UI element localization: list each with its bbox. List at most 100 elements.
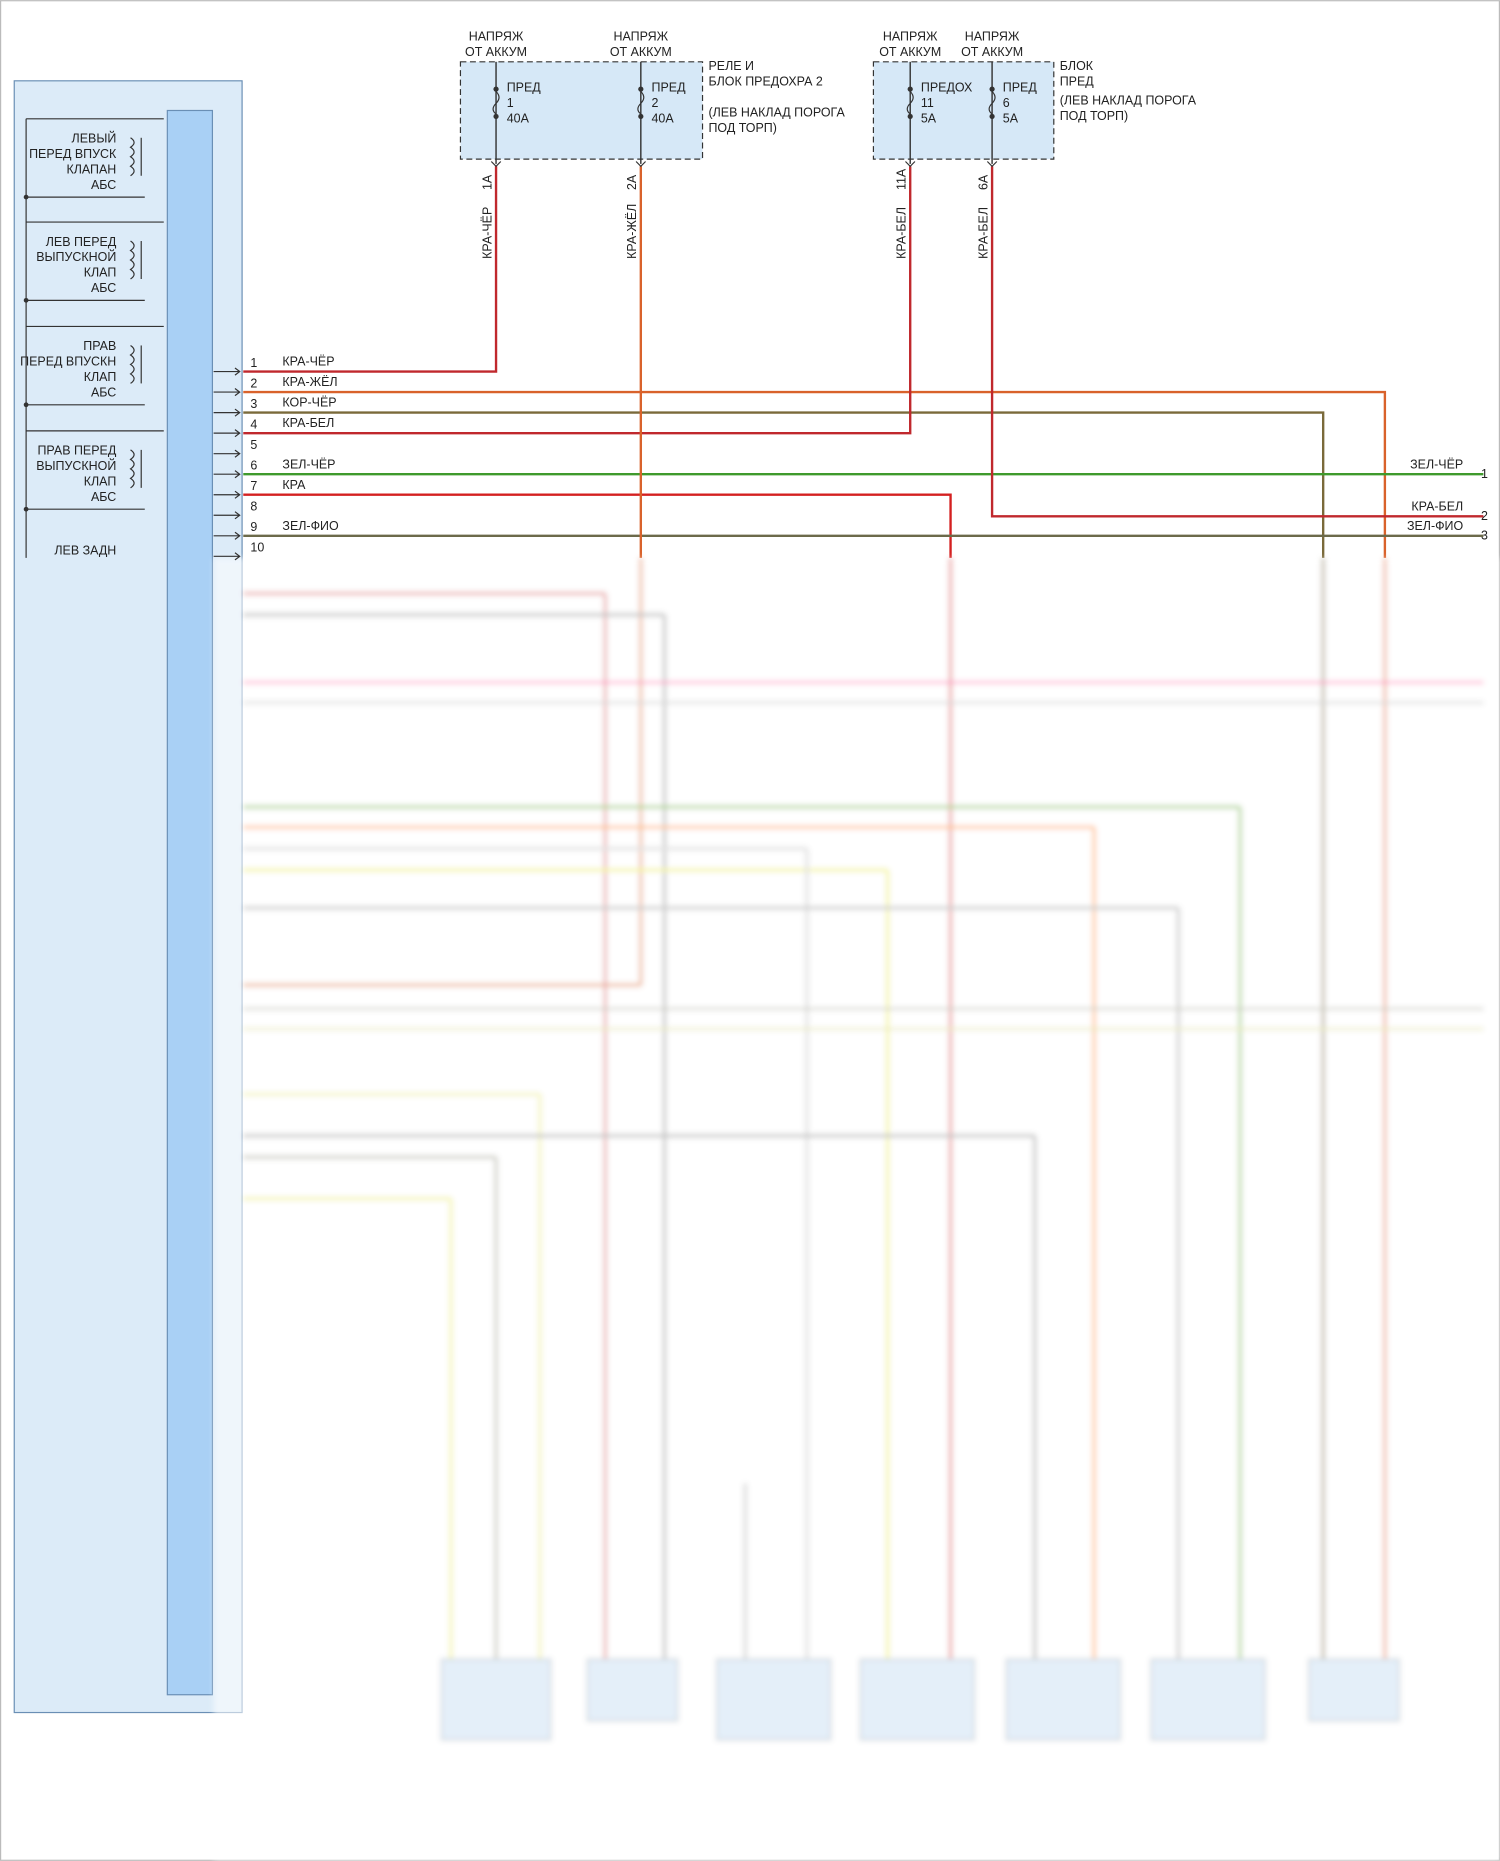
component-label: КЛАПАН [66,162,116,176]
wire-label: КРА-БЕЛ [1411,499,1463,513]
blurred-area [213,557,1500,1861]
connector-mark [635,161,646,168]
wire [243,166,912,435]
power-label: ОТ АККУМ [879,45,941,59]
pin-number: 1 [250,356,257,370]
fuse-label: 1 [507,96,514,110]
pin-number: 2 [1481,509,1488,523]
pin-number: 4 [250,417,257,431]
pin-number: 6 [250,458,257,472]
box-title: БЛОК [1060,59,1094,73]
wire-label: ЗЕЛ-ЧЁР [1410,457,1463,471]
wire-label: ЗЕЛ-ФИО [282,519,339,533]
fuse-symbol [492,91,500,115]
box-location: (ЛЕВ НАКЛАД ПОРОГА [1060,94,1197,108]
fuse-label: ПРЕДОХ [921,80,973,94]
box-title: РЕЛЕ И [708,59,754,73]
box-location: (ЛЕВ НАКЛАД ПОРОГА [708,105,845,119]
pin-label: 1A [480,174,494,190]
fuse-dot [989,113,995,120]
component-label: ПЕРЕД ВПУСКН [20,355,116,369]
fuse-label: 2 [652,96,659,110]
pin-number: 3 [250,397,257,411]
wire-label: КРА-ЧЁР [282,355,334,369]
fuse-label: 5A [921,111,937,125]
component-label: ЛЕВ ПЕРЕД [46,235,117,249]
pin-arrow [213,531,241,540]
wire-label: КРА [282,478,306,492]
pin-label: 2A [625,174,639,190]
fuse-symbol [988,91,996,115]
wire-label: КРА-БЕЛ [976,207,990,259]
power-label: НАПРЯЖ [965,29,1020,43]
box-title: БЛОК ПРЕДОХРА 2 [708,75,822,89]
component-label: ЛЕВ ЗАДН [54,543,116,557]
coil [129,344,135,384]
pin-number: 2 [250,376,257,390]
component-label: АБС [91,490,116,504]
connector-mark [905,161,916,168]
pin-number: 8 [250,500,257,514]
component-label: АБС [91,178,116,192]
component-label: АБС [91,281,116,295]
fuse-block [872,61,1055,160]
fuse-label: ПРЕД [507,80,542,94]
abs-bus [166,109,214,1696]
fuse-dot [907,86,913,92]
coil [129,137,135,177]
pin-label: 11A [894,168,908,190]
pin-number: 5 [250,438,257,452]
pin-number: 7 [250,479,257,493]
wire-label: ЗЕЛ-ЧЁР [282,457,335,471]
pin-number: 10 [250,541,264,555]
component-label: КЛАП [84,266,117,280]
fuse-label: 11 [921,96,934,110]
wire-label: КРА-ЖЁЛ [625,204,639,259]
component-label: КЛАП [84,370,117,384]
wire-label: КОР-ЧЁР [282,396,336,410]
fuse-dot [989,86,995,92]
connector-mark [986,161,998,168]
connector-mark [490,161,502,168]
fuse-label: 5A [1003,111,1019,125]
junction [23,402,29,408]
pin-number: 1 [1481,467,1488,481]
box-location: ПОД ТОРП) [708,121,776,135]
pin-arrow [213,449,241,458]
coil [129,240,135,280]
wire [990,166,1484,518]
component-label: АБС [91,385,116,399]
junction [23,506,29,512]
box-location: ПОД ТОРП) [1060,109,1128,123]
pin-arrow [213,367,241,376]
pin-arrow [213,429,241,438]
power-label: НАПРЯЖ [614,29,669,43]
power-label: ОТ АККУМ [465,45,527,59]
component-label: ПРАВ [83,339,116,353]
pin-label: 6A [976,174,990,190]
power-label: НАПРЯЖ [883,29,938,43]
wire [243,390,1387,558]
component-label: ПРАВ ПЕРЕД [37,444,116,458]
wire-label: КРА-ЧЁР [480,207,494,259]
pin-arrow [213,470,241,479]
pin-number: 3 [1481,528,1488,542]
power-label: ОТ АККУМ [961,45,1023,59]
pin-arrow [213,552,241,561]
fuse-symbol [637,91,645,115]
power-label: ОТ АККУМ [610,45,672,59]
fuse-dot [638,86,644,92]
wire [243,166,498,373]
wire-label: КРА-БЕЛ [894,207,908,259]
component-label: КЛАП [84,474,117,488]
wire [243,411,1325,558]
pin-arrow [213,490,241,499]
pin-number: 9 [250,520,257,534]
fuse-label: 6 [1003,96,1010,110]
junction [23,194,29,200]
fuse-label: ПРЕД [652,80,687,94]
fuse-dot [638,113,644,120]
component-label: ВЫПУСКНОЙ [36,249,116,264]
pin-arrow [213,388,241,397]
